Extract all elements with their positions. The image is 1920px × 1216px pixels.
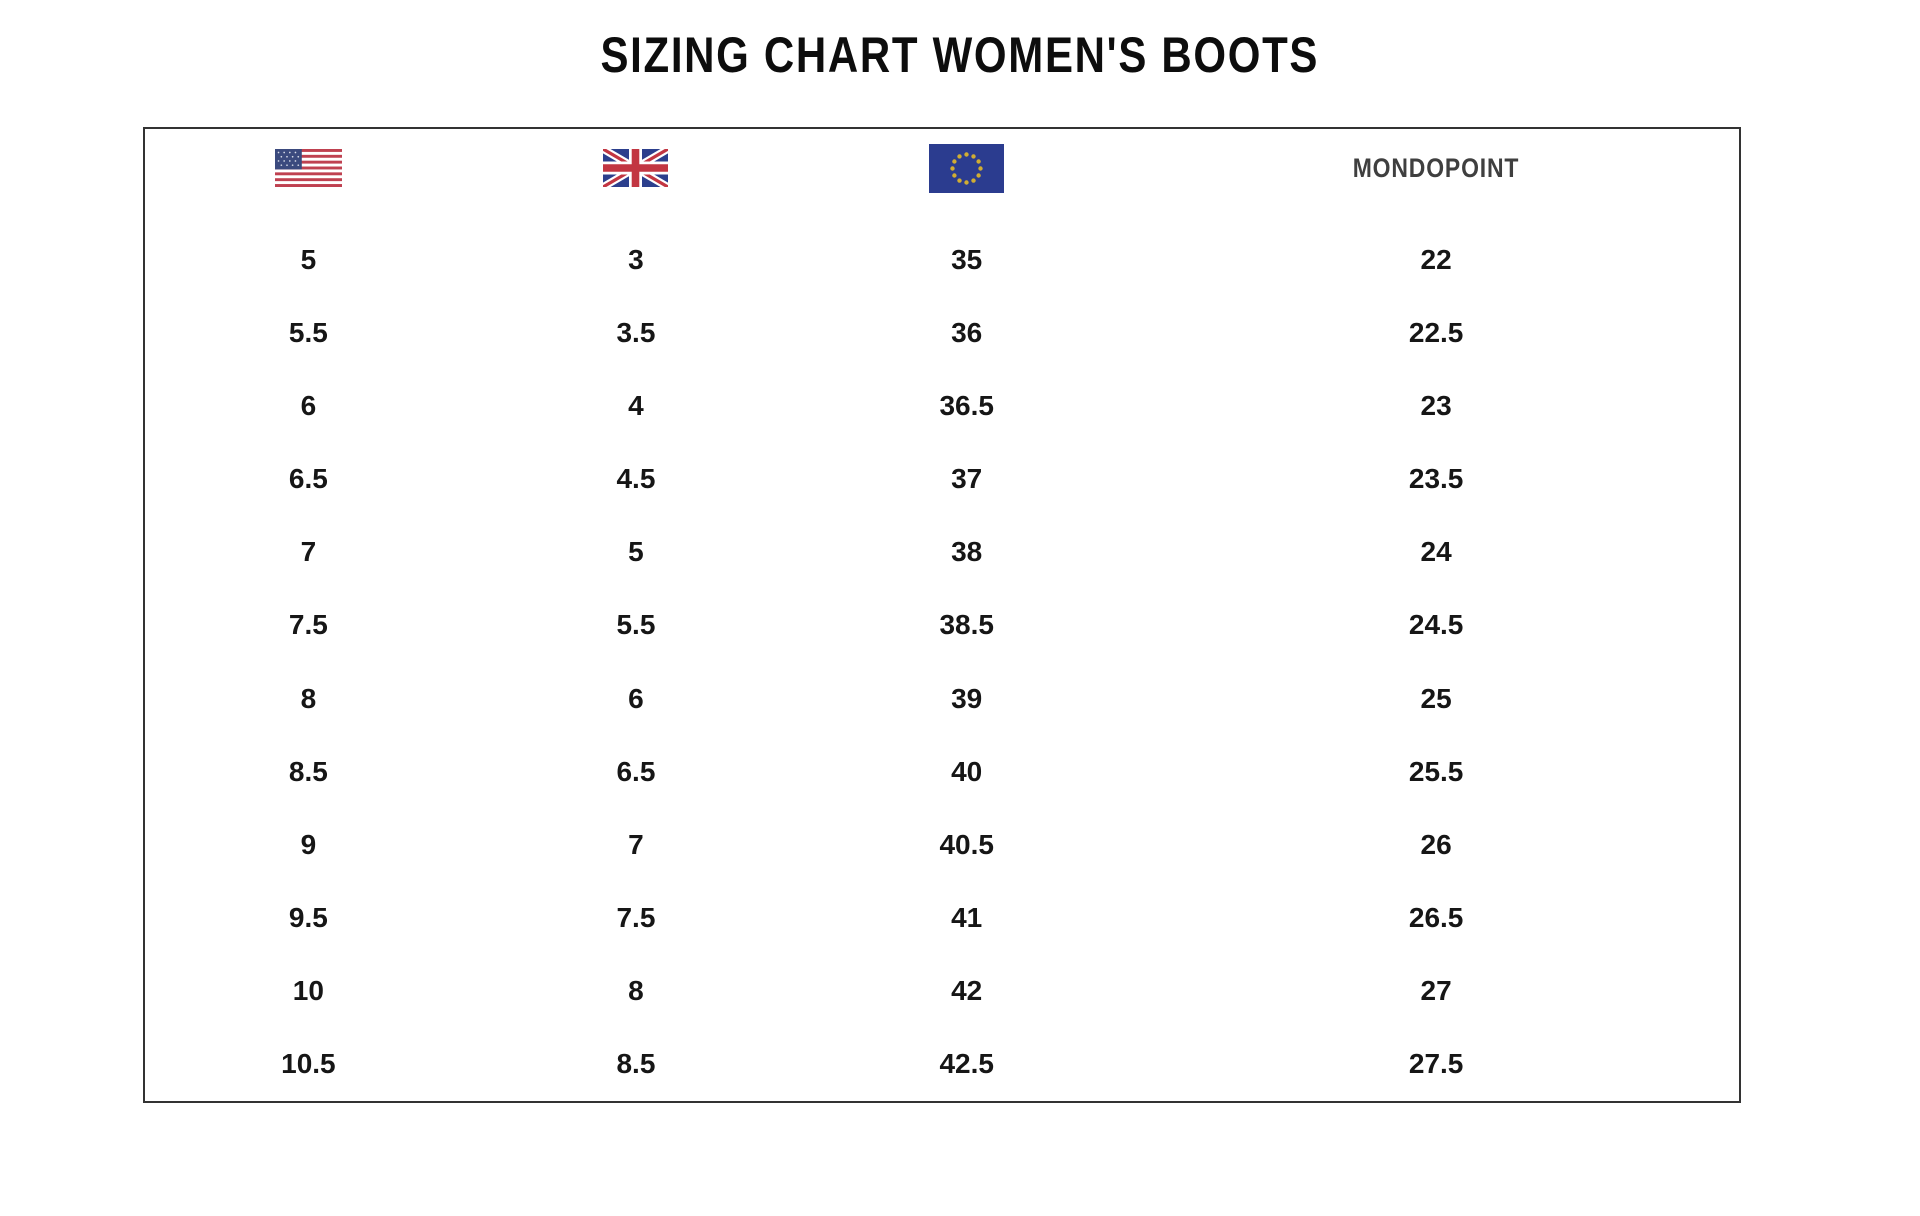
eu-size-cell: 42.5 — [939, 1048, 994, 1080]
uk-size-cell: 3 — [628, 243, 644, 275]
eu-size-cell: 36.5 — [939, 389, 994, 421]
uk-size-cell: 6.5 — [616, 755, 656, 787]
us-size-cell: 8 — [300, 682, 317, 714]
eu-size-cell: 38 — [951, 536, 983, 568]
table-row: 9 7 40.5 26 — [145, 808, 1739, 881]
table-row: 8 6 39 25 — [145, 662, 1739, 735]
eu-size-cell: 42 — [951, 975, 983, 1007]
mondopoint-header-label: MONDOPOINT — [1352, 152, 1520, 183]
eu-size-cell: 41 — [951, 902, 983, 934]
table-row: 7 5 38 24 — [145, 516, 1739, 589]
table-row: 10.5 8.5 42.5 27.5 — [145, 1028, 1739, 1101]
table-row: 5.5 3.5 36 22.5 — [145, 296, 1739, 369]
us-size-cell: 6.5 — [288, 463, 328, 495]
us-size-cell: 5.5 — [288, 316, 328, 348]
uk-size-cell: 4.5 — [616, 463, 656, 495]
mondopoint-size-cell: 22.5 — [1408, 316, 1464, 348]
mondopoint-size-cell: 23 — [1420, 389, 1452, 421]
us-size-cell: 10 — [292, 975, 324, 1007]
eu-flag-icon — [929, 143, 1005, 193]
table-row: 6 4 36.5 23 — [145, 369, 1739, 442]
sizing-table: MONDOPOINT 5 3 35 22 5.5 3.5 36 22.5 6 4… — [143, 127, 1741, 1103]
mondopoint-size-cell: 27.5 — [1408, 1048, 1464, 1080]
table-body: 5 3 35 22 5.5 3.5 36 22.5 6 4 36.5 23 6.… — [145, 223, 1739, 1101]
us-size-cell: 9 — [300, 828, 317, 860]
uk-size-cell: 4 — [628, 389, 644, 421]
us-size-cell: 9.5 — [288, 902, 328, 934]
uk-size-cell: 7 — [628, 828, 644, 860]
eu-size-cell: 38.5 — [939, 609, 994, 641]
mondopoint-size-cell: 27 — [1420, 975, 1452, 1007]
eu-size-cell: 39 — [951, 682, 983, 714]
mondopoint-size-cell: 24.5 — [1408, 609, 1464, 641]
uk-flag-icon — [603, 149, 669, 187]
us-size-cell: 7 — [300, 536, 317, 568]
uk-size-cell: 7.5 — [616, 902, 656, 934]
table-row: 6.5 4.5 37 23.5 — [145, 443, 1739, 516]
us-flag-icon — [274, 149, 342, 187]
table-row: 9.5 7.5 41 26.5 — [145, 882, 1739, 955]
eu-size-cell: 36 — [951, 316, 983, 348]
us-size-cell: 8.5 — [288, 755, 328, 787]
table-row: 10 8 42 27 — [145, 955, 1739, 1028]
uk-size-cell: 5.5 — [616, 609, 656, 641]
mondopoint-size-cell: 25 — [1420, 682, 1452, 714]
eu-size-cell: 37 — [951, 463, 983, 495]
us-size-cell: 10.5 — [281, 1048, 336, 1080]
eu-size-cell: 40.5 — [939, 828, 994, 860]
table-row: 8.5 6.5 40 25.5 — [145, 735, 1739, 808]
uk-column-header — [472, 149, 800, 187]
mondopoint-size-cell: 25.5 — [1408, 755, 1464, 787]
us-column-header — [145, 149, 472, 187]
uk-size-cell: 8 — [628, 975, 644, 1007]
page-title-wrap: SIZING CHART WOMEN'S BOOTS — [0, 26, 1920, 84]
eu-size-cell: 40 — [951, 755, 983, 787]
uk-size-cell: 8.5 — [616, 1048, 656, 1080]
us-size-cell: 7.5 — [288, 609, 328, 641]
table-row: 5 3 35 22 — [145, 223, 1739, 296]
uk-size-cell: 6 — [628, 682, 644, 714]
table-header-row: MONDOPOINT — [145, 129, 1739, 223]
uk-size-cell: 5 — [628, 536, 644, 568]
us-size-cell: 5 — [300, 243, 317, 275]
mondopoint-size-cell: 26.5 — [1408, 902, 1464, 934]
eu-column-header — [800, 143, 1133, 193]
mondopoint-size-cell: 24 — [1420, 536, 1452, 568]
page-title: SIZING CHART WOMEN'S BOOTS — [600, 27, 1320, 83]
eu-size-cell: 35 — [951, 243, 983, 275]
us-size-cell: 6 — [300, 389, 317, 421]
table-row: 7.5 5.5 38.5 24.5 — [145, 589, 1739, 662]
mondopoint-size-cell: 26 — [1420, 828, 1452, 860]
mondopoint-size-cell: 22 — [1420, 243, 1452, 275]
uk-size-cell: 3.5 — [616, 316, 656, 348]
mondopoint-size-cell: 23.5 — [1408, 463, 1464, 495]
mondopoint-column-header: MONDOPOINT — [1133, 153, 1739, 184]
